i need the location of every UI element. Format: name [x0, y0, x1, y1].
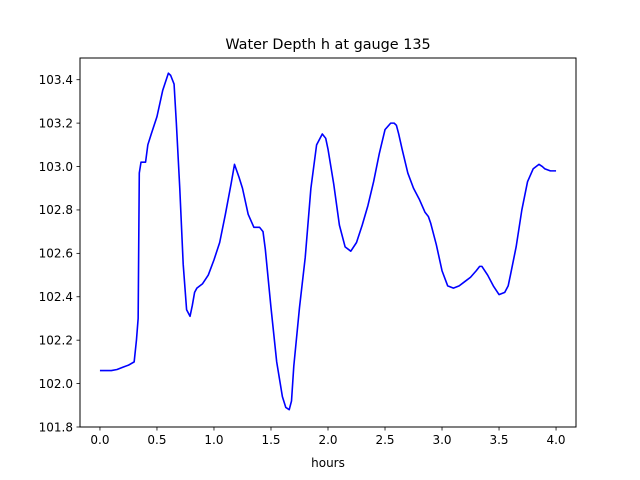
y-axis-ticks: 101.8 102.0 102.2 102.4 102.6 102.8 103.0 103.2… [39, 73, 80, 434]
axes-frame [79, 57, 577, 428]
x-tick-label: 2.5 [375, 433, 394, 447]
x-tick-label: 1.5 [261, 433, 280, 447]
x-tick-label: 2.0 [318, 433, 337, 447]
plot-area [99, 72, 557, 411]
x-axis-ticks: 0.0 0.5 1.0 1.5 2.0 2.5 3.0 3.5 4.0 [90, 427, 566, 447]
x-tick-label: 3.0 [432, 433, 451, 447]
x-tick-label: 3.5 [489, 433, 508, 447]
y-tick-label: 102.0 [39, 377, 73, 391]
x-tick-label: 1.0 [204, 433, 223, 447]
x-axis-label: hours [311, 456, 345, 470]
y-tick-label: 103.2 [39, 116, 73, 130]
x-tick-label: 4.0 [546, 433, 565, 447]
y-tick-label: 101.8 [39, 420, 73, 434]
y-tick-label: 103.0 [39, 160, 73, 174]
y-tick-label: 102.6 [39, 247, 73, 261]
y-tick-label: 102.4 [39, 290, 73, 304]
y-tick-label: 102.2 [39, 333, 73, 347]
x-tick-label: 0.0 [90, 433, 109, 447]
series-line-0 [99, 72, 557, 411]
chart-title: Water Depth h at gauge 135 [225, 37, 430, 53]
y-tick-label: 103.4 [39, 73, 73, 87]
x-tick-label: 0.5 [147, 433, 166, 447]
y-tick-label: 102.8 [39, 203, 73, 217]
